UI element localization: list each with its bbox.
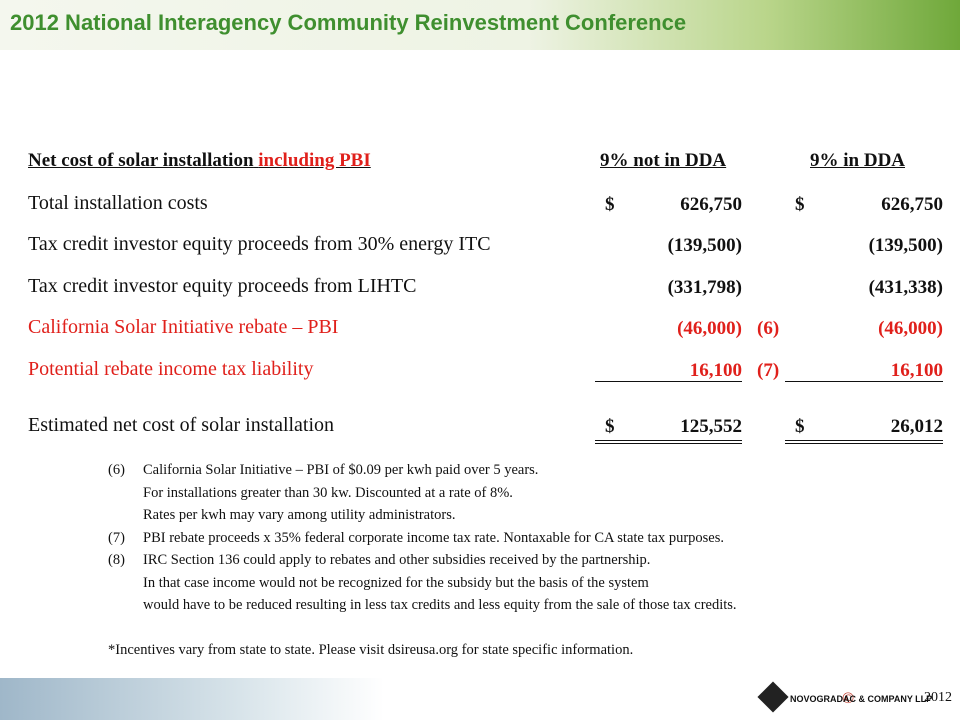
cell-value: (46,000) [677,318,742,339]
footnote-marker: (7) [108,529,125,546]
table-title-highlight: including PBI [258,150,371,171]
row-label: Estimated net cost of solar installation [28,414,335,436]
copyright: © [842,690,854,707]
note-ref: (7) [757,360,780,381]
header-band [0,0,960,50]
footnote-line: would have to be reduced resulting in le… [143,597,737,613]
note-ref: (6) [757,318,780,339]
footnote-line: PBI rebate proceeds x 35% federal corpor… [143,529,724,546]
row-label: Potential rebate income tax liability [28,358,314,380]
disclaimer: *Incentives vary from state to state. Pl… [108,642,634,658]
cell-value: 626,750 [680,194,742,215]
column-header: 9% not in DDA [600,150,727,171]
currency: $ [605,416,615,437]
company: NOVOGRADAC & COMPANY LLP [790,694,933,704]
currency: $ [795,194,805,215]
row-label: Tax credit investor equity proceeds from… [28,275,417,297]
footnote-marker: (6) [108,462,125,478]
footnote-line: Rates per kwh may vary among utility adm… [143,507,456,523]
cell-value: (331,798) [667,277,742,298]
rule [595,381,742,382]
table-title-text: Net cost of solar installation [28,150,254,171]
column-header: 9% in DDA [810,150,906,171]
cell-value: 26,012 [890,416,943,437]
currency: $ [795,416,805,437]
footnote-line: IRC Section 136 could apply to rebates a… [143,552,651,568]
cell-value: (139,500) [868,235,943,256]
rule [785,381,943,382]
header-title: 2012 National Interagency Community Rein… [10,10,687,35]
cell-value: (431,338) [868,277,943,298]
currency: $ [605,194,615,215]
footer-band [0,678,960,720]
cell-value: 16,100 [890,360,943,381]
cell-value: (139,500) [667,235,742,256]
footnote-line: California Solar Initiative – PBI of $0.… [143,462,539,478]
row-label: California Solar Initiative rebate – PBI [28,316,339,338]
cell-value: (46,000) [878,318,943,339]
footnote-marker: (8) [108,552,125,568]
cell-value: 16,100 [689,360,742,381]
cell-value: 626,750 [881,194,943,215]
footnote-line: In that case income would not be recogni… [143,574,649,591]
row-label: Tax credit investor equity proceeds from… [28,233,491,255]
table-title: Net cost of solar installation including… [28,150,371,172]
row-label: Total installation costs [28,192,208,214]
rule [595,440,742,444]
cell-value: 125,552 [680,416,742,437]
rule [785,440,943,444]
footnote-line: For installations greater than 30 kw. Di… [143,484,513,501]
year: 2012 [924,690,952,705]
